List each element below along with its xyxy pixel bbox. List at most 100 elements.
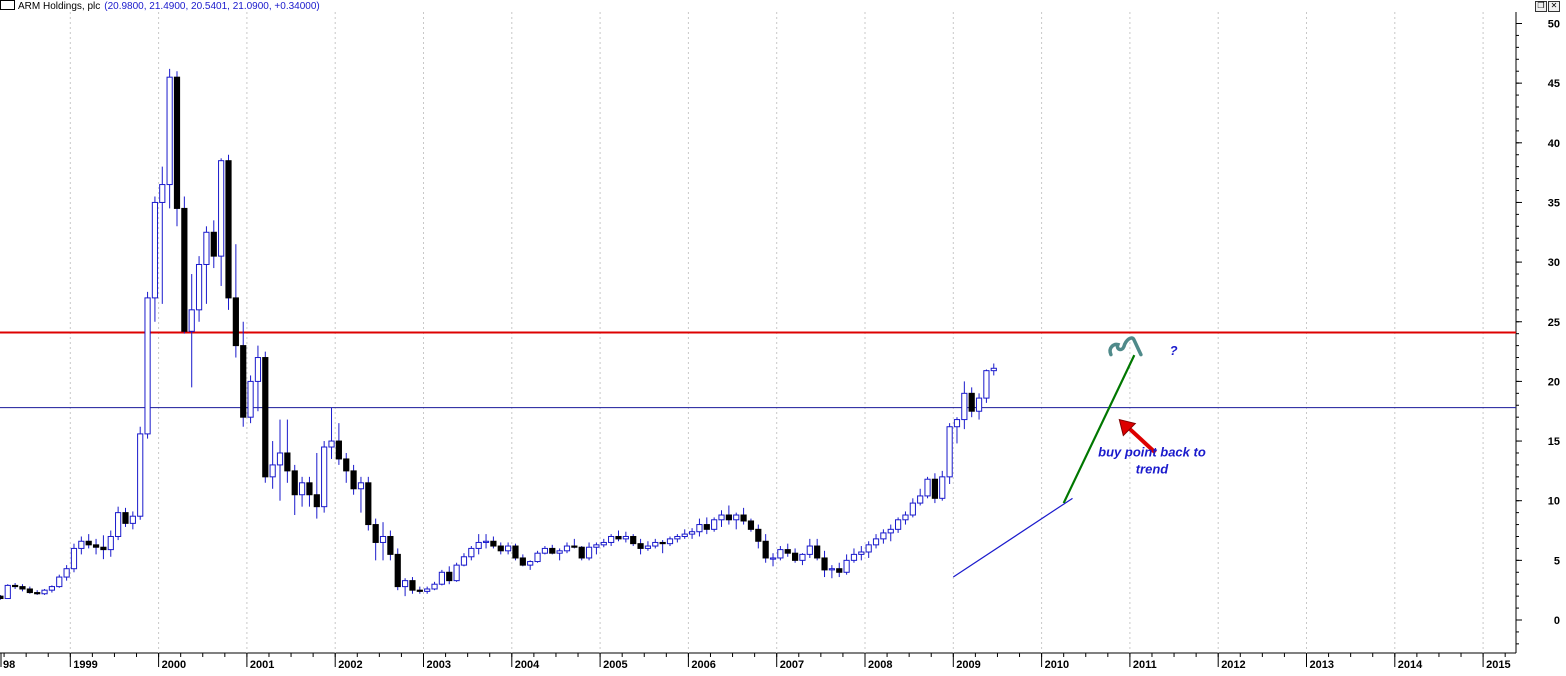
candle-body — [769, 557, 777, 560]
close-icon[interactable]: ✕ — [1548, 1, 1560, 12]
candle-body — [497, 545, 504, 552]
candle-body — [850, 553, 858, 561]
candle-body — [0, 595, 4, 600]
candle-body — [335, 440, 342, 460]
candle-body — [210, 231, 217, 257]
candle-body — [784, 549, 791, 554]
candle-body — [961, 392, 968, 421]
candle-body — [203, 231, 210, 265]
candle-body — [468, 547, 475, 558]
candle-body — [357, 482, 365, 490]
candle-body — [159, 184, 166, 203]
candle-body — [78, 540, 85, 549]
candle-body — [931, 478, 939, 499]
candle-body — [806, 545, 813, 555]
candle-body — [254, 357, 262, 382]
candle-body — [622, 535, 629, 540]
candle-body — [225, 160, 232, 299]
annotation-buy2: trend — [1136, 461, 1170, 476]
candle-body — [762, 540, 769, 559]
y-tick-label: 35 — [1548, 197, 1560, 209]
title-bar: ARM Holdings, plc (20.9800, 21.4900, 20.5… — [0, 0, 1566, 12]
candle-body — [453, 564, 460, 582]
candle-body — [475, 541, 482, 549]
y-tick-label: 10 — [1548, 496, 1560, 508]
candle-body — [549, 547, 556, 554]
candle-body — [527, 561, 534, 566]
candle-body — [409, 580, 416, 591]
y-tick-label: 20 — [1548, 376, 1560, 388]
x-tick-label: 2002 — [338, 659, 362, 671]
candle-body — [26, 588, 33, 594]
candle-body — [858, 551, 865, 555]
candle-body — [688, 531, 696, 535]
x-tick-label: 2007 — [780, 659, 804, 671]
candle-body — [740, 514, 747, 522]
candle-body — [92, 544, 100, 548]
candle-body — [814, 545, 821, 559]
candle-body — [431, 583, 438, 590]
candle-body — [321, 446, 328, 508]
candle-body — [512, 545, 519, 559]
candle-body — [137, 433, 144, 517]
candle-body — [630, 535, 637, 545]
candle-body — [644, 545, 652, 549]
y-tick-label: 30 — [1548, 257, 1560, 269]
candle-body — [424, 588, 431, 592]
x-tick-label: 2009 — [956, 659, 980, 671]
candle-body — [703, 524, 710, 530]
candle-body — [872, 538, 880, 546]
candle-body — [968, 392, 975, 412]
candle-body — [298, 482, 306, 496]
candle-body — [12, 584, 19, 588]
candle-body — [828, 568, 835, 571]
candle-body — [865, 544, 872, 553]
candle-body — [615, 535, 622, 540]
candle-body — [41, 589, 48, 595]
candle-body — [195, 263, 203, 311]
candle-body — [563, 545, 571, 552]
candle-body — [365, 482, 372, 526]
candle-body — [725, 514, 732, 521]
candle-body — [394, 553, 401, 588]
candle-body — [328, 440, 335, 448]
blue-base-trend-line — [952, 497, 1073, 578]
candle-body — [122, 512, 129, 524]
candle-body — [637, 543, 644, 549]
y-tick-label: 25 — [1548, 317, 1560, 329]
candle-body — [247, 380, 254, 418]
arrow-head — [1118, 418, 1137, 437]
candle-body — [306, 482, 313, 496]
candle-body — [975, 397, 983, 412]
candle-body — [218, 160, 225, 257]
candle-body — [902, 514, 909, 521]
candle-body — [880, 532, 887, 540]
restore-icon[interactable]: ❐ — [1535, 1, 1547, 12]
arrow-shaft — [1127, 427, 1157, 455]
candle-body — [799, 553, 806, 561]
x-tick-label: 98 — [3, 659, 15, 671]
x-tick-label: 2004 — [515, 659, 540, 671]
window-buttons: ❐ ✕ — [1534, 0, 1560, 12]
candle-body — [490, 540, 497, 547]
candle-body — [593, 544, 600, 548]
candle-body — [711, 519, 718, 530]
ohlc-readout: (20.9800, 21.4900, 20.5401, 21.0900, +0.… — [104, 1, 320, 12]
candle-body — [659, 541, 666, 545]
candle-body — [755, 528, 762, 542]
candle-body — [681, 533, 688, 537]
candle-body — [895, 519, 902, 530]
candle-body — [70, 547, 78, 570]
x-tick-label: 2008 — [868, 659, 892, 671]
x-tick-label: 2011 — [1133, 659, 1157, 671]
candle-body — [144, 297, 151, 435]
candle-body — [48, 586, 56, 591]
candle-body — [107, 535, 114, 551]
candle-body — [4, 584, 11, 600]
candle-body — [733, 514, 740, 521]
x-tick-label: 2003 — [427, 659, 451, 671]
y-tick-label: 5 — [1554, 555, 1560, 567]
candle-body — [747, 520, 755, 530]
candle-body — [571, 545, 578, 548]
